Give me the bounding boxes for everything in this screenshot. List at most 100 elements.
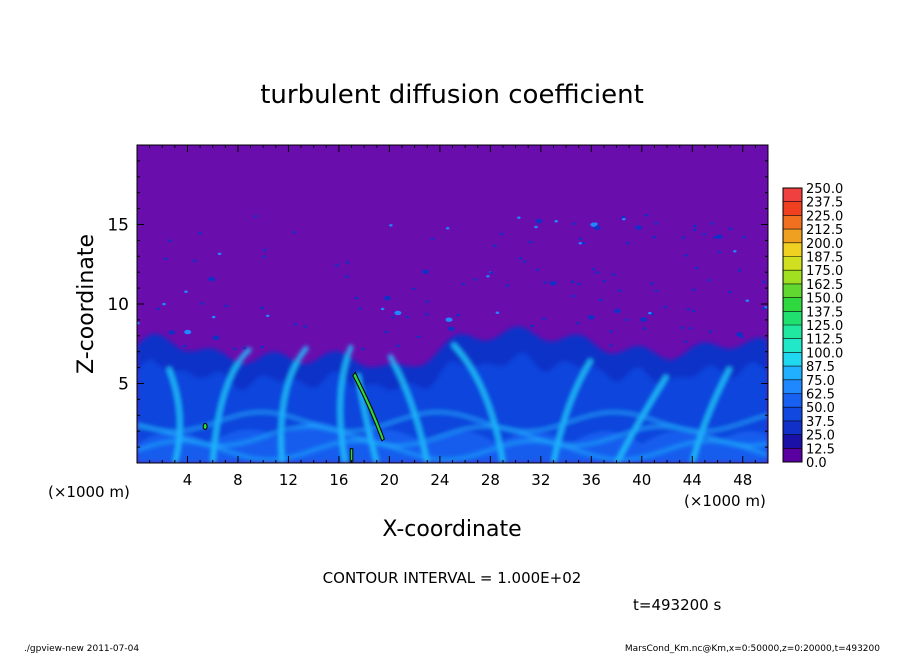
speckle xyxy=(654,289,659,293)
speckle xyxy=(384,330,389,334)
speckle xyxy=(728,290,732,293)
speckle xyxy=(217,252,222,255)
speckle xyxy=(224,304,229,308)
speckle xyxy=(528,240,533,244)
speckle xyxy=(380,307,385,311)
speckle xyxy=(681,236,685,239)
speckle xyxy=(591,268,596,271)
speckle xyxy=(602,279,607,283)
colorbar-swatch xyxy=(783,407,802,421)
speckle xyxy=(542,317,546,320)
colorbar-swatch xyxy=(783,420,802,435)
speckle xyxy=(733,250,737,253)
speckle xyxy=(447,326,455,331)
colorbar-swatch xyxy=(783,229,802,243)
speckle xyxy=(473,278,477,281)
speckle xyxy=(635,225,642,230)
speckle xyxy=(644,213,649,217)
speckle xyxy=(535,219,543,224)
speckle xyxy=(708,330,713,333)
speckle xyxy=(391,316,395,319)
x-unit-label: (×1000 m) xyxy=(684,492,766,510)
speckle xyxy=(345,275,349,278)
speckle xyxy=(652,236,657,239)
x-tick-label: 36 xyxy=(582,471,601,489)
colorbar-swatch xyxy=(783,188,802,202)
speckle xyxy=(445,317,453,322)
speckle xyxy=(383,295,391,301)
speckle xyxy=(684,254,688,257)
speckle xyxy=(663,305,668,309)
speckle xyxy=(253,215,258,218)
plume-core xyxy=(552,359,593,463)
speckle xyxy=(445,227,450,230)
colorbar-label: 125.0 xyxy=(806,319,843,334)
chart-title: turbulent diffusion coefficient xyxy=(260,80,644,110)
speckle xyxy=(737,269,742,272)
speckle xyxy=(640,317,647,322)
speckle xyxy=(702,233,706,236)
colorbar-swatch xyxy=(783,270,802,284)
colorbar-swatch xyxy=(783,283,802,298)
speckle xyxy=(303,325,307,328)
speckle xyxy=(389,224,393,227)
speckle xyxy=(654,222,658,225)
colorbar-swatch xyxy=(783,201,802,216)
x-tick-label: 16 xyxy=(329,471,348,489)
speckle xyxy=(740,335,744,339)
speckle xyxy=(609,344,613,347)
speckle xyxy=(354,296,359,300)
colorbar-swatch xyxy=(783,448,802,462)
speckle xyxy=(650,282,654,285)
speckle xyxy=(554,220,558,223)
plot-area xyxy=(137,145,768,463)
boundary-layer-low xyxy=(137,421,768,463)
speckle xyxy=(260,306,265,309)
speckle xyxy=(137,322,140,325)
x-tick-label: 24 xyxy=(430,471,449,489)
speckle xyxy=(425,313,429,316)
speckle xyxy=(745,299,750,302)
speckle xyxy=(425,300,429,303)
y-tick-label: 10 xyxy=(107,295,129,315)
speckle xyxy=(394,310,402,316)
colorbar-label: 150.0 xyxy=(806,292,843,307)
speckle xyxy=(578,242,583,245)
x-tick-label: 12 xyxy=(279,471,298,489)
speckle xyxy=(617,289,622,292)
speckle xyxy=(609,330,613,333)
speckle xyxy=(211,315,216,319)
colorbar-label: 37.5 xyxy=(806,415,835,430)
speckle xyxy=(571,294,575,298)
colorbar-label: 62.5 xyxy=(806,388,835,403)
x-tick-label: 40 xyxy=(632,471,651,489)
speckle xyxy=(293,323,298,326)
surface-band xyxy=(137,439,768,462)
colorbar-swatch xyxy=(783,325,802,339)
speckle xyxy=(184,290,188,293)
x-tick-label: 28 xyxy=(481,471,500,489)
speckle xyxy=(163,257,168,260)
plume-core xyxy=(691,367,732,463)
speckle xyxy=(530,324,535,328)
colorbar-swatch xyxy=(783,434,802,449)
speckle xyxy=(582,242,586,245)
speckle xyxy=(571,280,575,283)
speckle xyxy=(762,307,766,310)
colorbar-label: 162.5 xyxy=(806,278,843,293)
speckle xyxy=(192,259,197,263)
colorbar-label: 250.0 xyxy=(806,182,843,197)
speckle xyxy=(572,222,576,225)
speckle xyxy=(499,232,504,236)
diffusion-field xyxy=(137,326,768,463)
colorbar-swatch xyxy=(783,297,802,312)
speckle xyxy=(742,235,747,239)
speckle xyxy=(683,340,688,343)
colorbar-swatch xyxy=(783,256,802,271)
y-tick-label: 5 xyxy=(118,375,129,395)
speckle xyxy=(198,231,202,235)
speckle xyxy=(232,347,237,351)
speckle xyxy=(212,335,220,340)
colorbar-label: 137.5 xyxy=(806,305,843,320)
x-axis-ticks: 4 8 12 16 20 24 28 32 36 40 44 48 xyxy=(149,145,756,489)
